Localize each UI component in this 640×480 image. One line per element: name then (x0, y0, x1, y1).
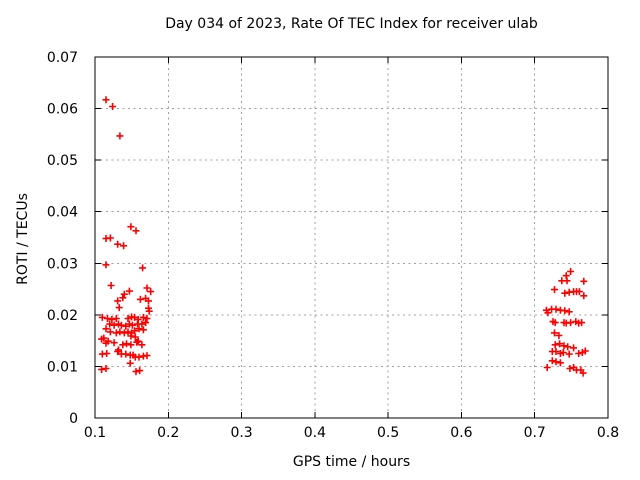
svg-text:0.8: 0.8 (597, 425, 619, 441)
svg-text:0.6: 0.6 (450, 425, 472, 441)
svg-text:0.02: 0.02 (47, 308, 78, 324)
x-axis-label: GPS time / hours (292, 454, 411, 470)
svg-text:0.04: 0.04 (47, 205, 78, 221)
svg-text:0.07: 0.07 (47, 50, 78, 66)
svg-text:0.06: 0.06 (47, 102, 78, 118)
chart-title: Day 034 of 2023, Rate Of TEC Index for r… (165, 16, 538, 32)
svg-text:0: 0 (69, 411, 78, 427)
svg-text:0.05: 0.05 (47, 153, 78, 169)
svg-text:0.7: 0.7 (524, 425, 546, 441)
svg-text:0.03: 0.03 (47, 256, 78, 272)
svg-text:0.01: 0.01 (47, 359, 78, 375)
svg-text:0.3: 0.3 (230, 425, 252, 441)
svg-text:0.4: 0.4 (304, 425, 326, 441)
svg-text:0.5: 0.5 (377, 425, 399, 441)
svg-text:0.2: 0.2 (157, 425, 179, 441)
svg-text:0.1: 0.1 (84, 425, 106, 441)
